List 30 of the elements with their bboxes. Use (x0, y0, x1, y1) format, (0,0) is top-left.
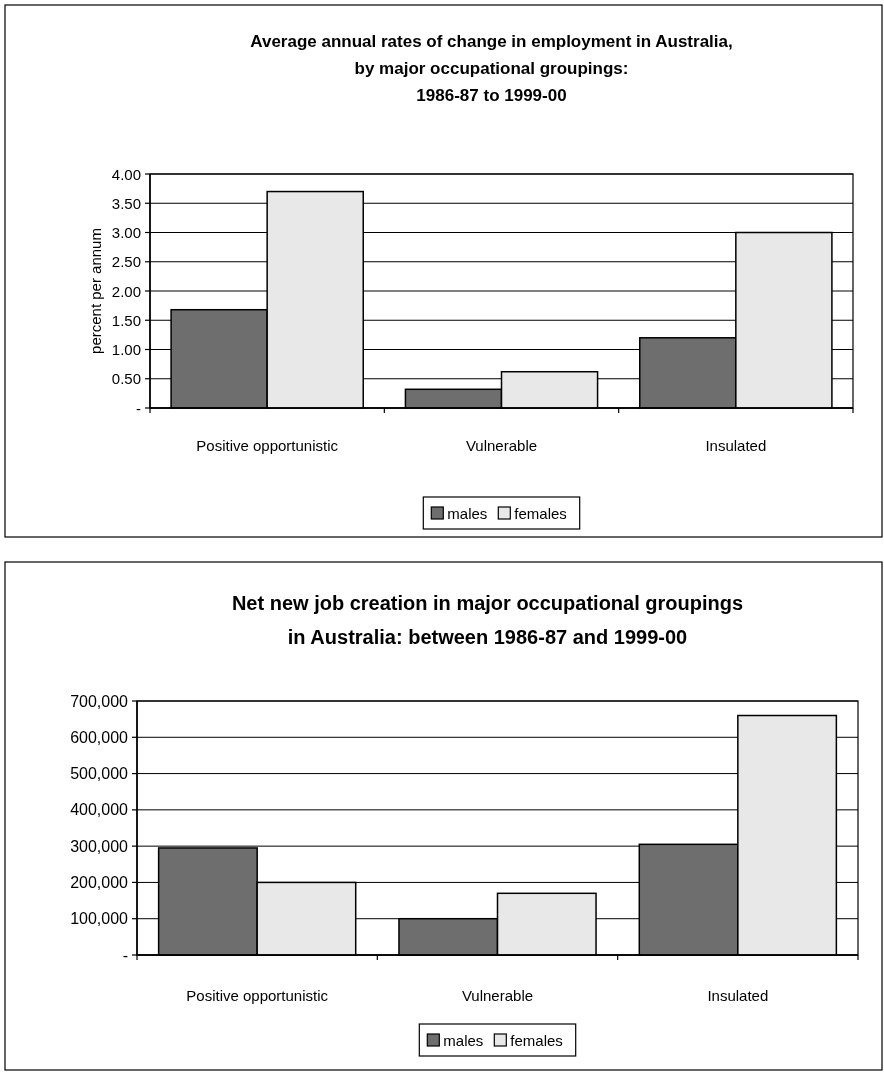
y-tick-label: 700,000 (70, 692, 129, 710)
y-tick-label: 1.00 (111, 341, 141, 358)
legend-label: females (510, 1031, 563, 1049)
y-tick-label: 3.50 (111, 194, 141, 212)
y-axis-title: percent per annum (86, 228, 104, 354)
y-tick-label: 0.50 (111, 370, 141, 388)
y-tick-label: 1.50 (111, 311, 141, 329)
y-tick-label: 200,000 (70, 873, 129, 891)
y-tick-label: 100,000 (70, 910, 129, 928)
y-tick-label: 400,000 (70, 801, 129, 819)
chart-title: Average annual rates of change in employment in Australia, by major occupational groupings: 1986-87 to 1999-00 (250, 32, 733, 105)
x-tick-label: Positive opportunistic (186, 986, 329, 1004)
x-tick-label: Insulated (705, 436, 767, 454)
legend-label: males (443, 1031, 484, 1049)
x-tick-label: Vulnerable (465, 436, 538, 454)
y-tick-label: 600,000 (70, 728, 129, 746)
x-tick-label: Insulated (707, 986, 769, 1004)
x-tick-label: Vulnerable (461, 986, 534, 1004)
y-tick-label: 500,000 (70, 765, 129, 783)
y-tick-label: - (122, 946, 128, 964)
chart-title: Net new job creation in major occupational groupings in Australia: between 1986-87 and 1999-00 (231, 592, 744, 648)
y-tick-label: 2.00 (111, 282, 141, 300)
legend-label: males (447, 504, 488, 522)
y-tick-label: 3.00 (111, 224, 141, 241)
x-tick-label: Positive opportunistic (196, 436, 339, 454)
y-tick-label: 300,000 (70, 837, 129, 855)
y-tick-label: 2.50 (111, 253, 141, 271)
y-tick-label: - (136, 399, 141, 417)
y-tick-label: 4.00 (111, 165, 141, 183)
legend-label: females (514, 504, 567, 522)
